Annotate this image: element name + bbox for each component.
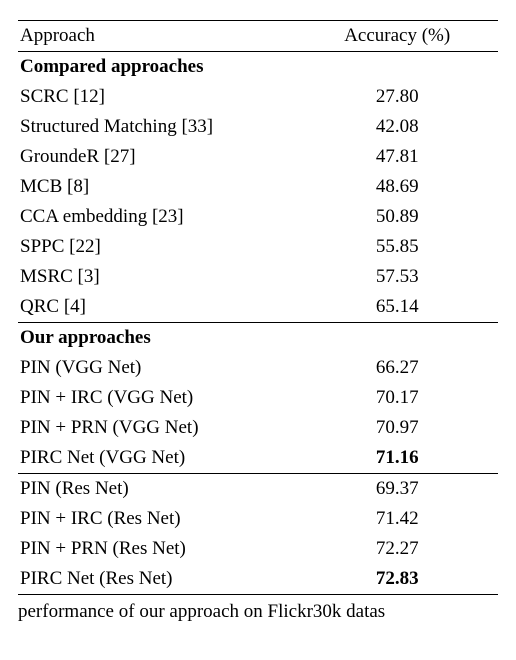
table-row: GroundeR [27]47.81	[18, 142, 498, 172]
table-header-row: Approach Accuracy (%)	[18, 21, 498, 52]
row-label: QRC [4]	[18, 292, 296, 323]
section-title-row: Compared approaches	[18, 52, 498, 83]
section-title: Our approaches	[18, 323, 498, 354]
row-value: 27.80	[296, 82, 498, 112]
row-value: 71.16	[296, 443, 498, 474]
table-row: PIRC Net (VGG Net)71.16	[18, 443, 498, 474]
row-label: CCA embedding [23]	[18, 202, 296, 232]
row-value: 57.53	[296, 262, 498, 292]
row-label: SPPC [22]	[18, 232, 296, 262]
table-row: MCB [8]48.69	[18, 172, 498, 202]
results-table: Approach Accuracy (%) Compared approache…	[18, 20, 498, 595]
row-label: PIN (VGG Net)	[18, 353, 296, 383]
row-label: PIN (Res Net)	[18, 474, 296, 505]
table-row: CCA embedding [23]50.89	[18, 202, 498, 232]
header-approach: Approach	[18, 21, 296, 52]
row-label: PIN + PRN (Res Net)	[18, 534, 296, 564]
header-accuracy: Accuracy (%)	[296, 21, 498, 52]
row-value: 66.27	[296, 353, 498, 383]
row-label: Structured Matching [33]	[18, 112, 296, 142]
table-row: PIN + IRC (VGG Net)70.17	[18, 383, 498, 413]
table-row: PIRC Net (Res Net)72.83	[18, 564, 498, 595]
row-value: 47.81	[296, 142, 498, 172]
row-value: 55.85	[296, 232, 498, 262]
row-label: PIN + IRC (Res Net)	[18, 504, 296, 534]
table-row: PIN + PRN (Res Net)72.27	[18, 534, 498, 564]
table-row: PIN + PRN (VGG Net)70.97	[18, 413, 498, 443]
row-value: 72.83	[296, 564, 498, 595]
table-row: SPPC [22]55.85	[18, 232, 498, 262]
row-label: SCRC [12]	[18, 82, 296, 112]
row-label: PIN + PRN (VGG Net)	[18, 413, 296, 443]
table-row: MSRC [3]57.53	[18, 262, 498, 292]
row-value: 48.69	[296, 172, 498, 202]
row-label: GroundeR [27]	[18, 142, 296, 172]
row-value: 50.89	[296, 202, 498, 232]
row-label: PIRC Net (Res Net)	[18, 564, 296, 595]
table-row: Structured Matching [33]42.08	[18, 112, 498, 142]
row-label: PIN + IRC (VGG Net)	[18, 383, 296, 413]
row-value: 42.08	[296, 112, 498, 142]
caption-fragment: performance of our approach on Flickr30k…	[18, 601, 498, 623]
row-label: MSRC [3]	[18, 262, 296, 292]
row-value: 70.17	[296, 383, 498, 413]
row-label: PIRC Net (VGG Net)	[18, 443, 296, 474]
table-row: PIN (Res Net)69.37	[18, 474, 498, 505]
table-row: SCRC [12]27.80	[18, 82, 498, 112]
row-label: MCB [8]	[18, 172, 296, 202]
row-value: 70.97	[296, 413, 498, 443]
row-value: 72.27	[296, 534, 498, 564]
row-value: 69.37	[296, 474, 498, 505]
row-value: 71.42	[296, 504, 498, 534]
section-title: Compared approaches	[18, 52, 498, 83]
table-row: PIN (VGG Net)66.27	[18, 353, 498, 383]
table-row: QRC [4]65.14	[18, 292, 498, 323]
section-title-row: Our approaches	[18, 323, 498, 354]
row-value: 65.14	[296, 292, 498, 323]
table-row: PIN + IRC (Res Net)71.42	[18, 504, 498, 534]
